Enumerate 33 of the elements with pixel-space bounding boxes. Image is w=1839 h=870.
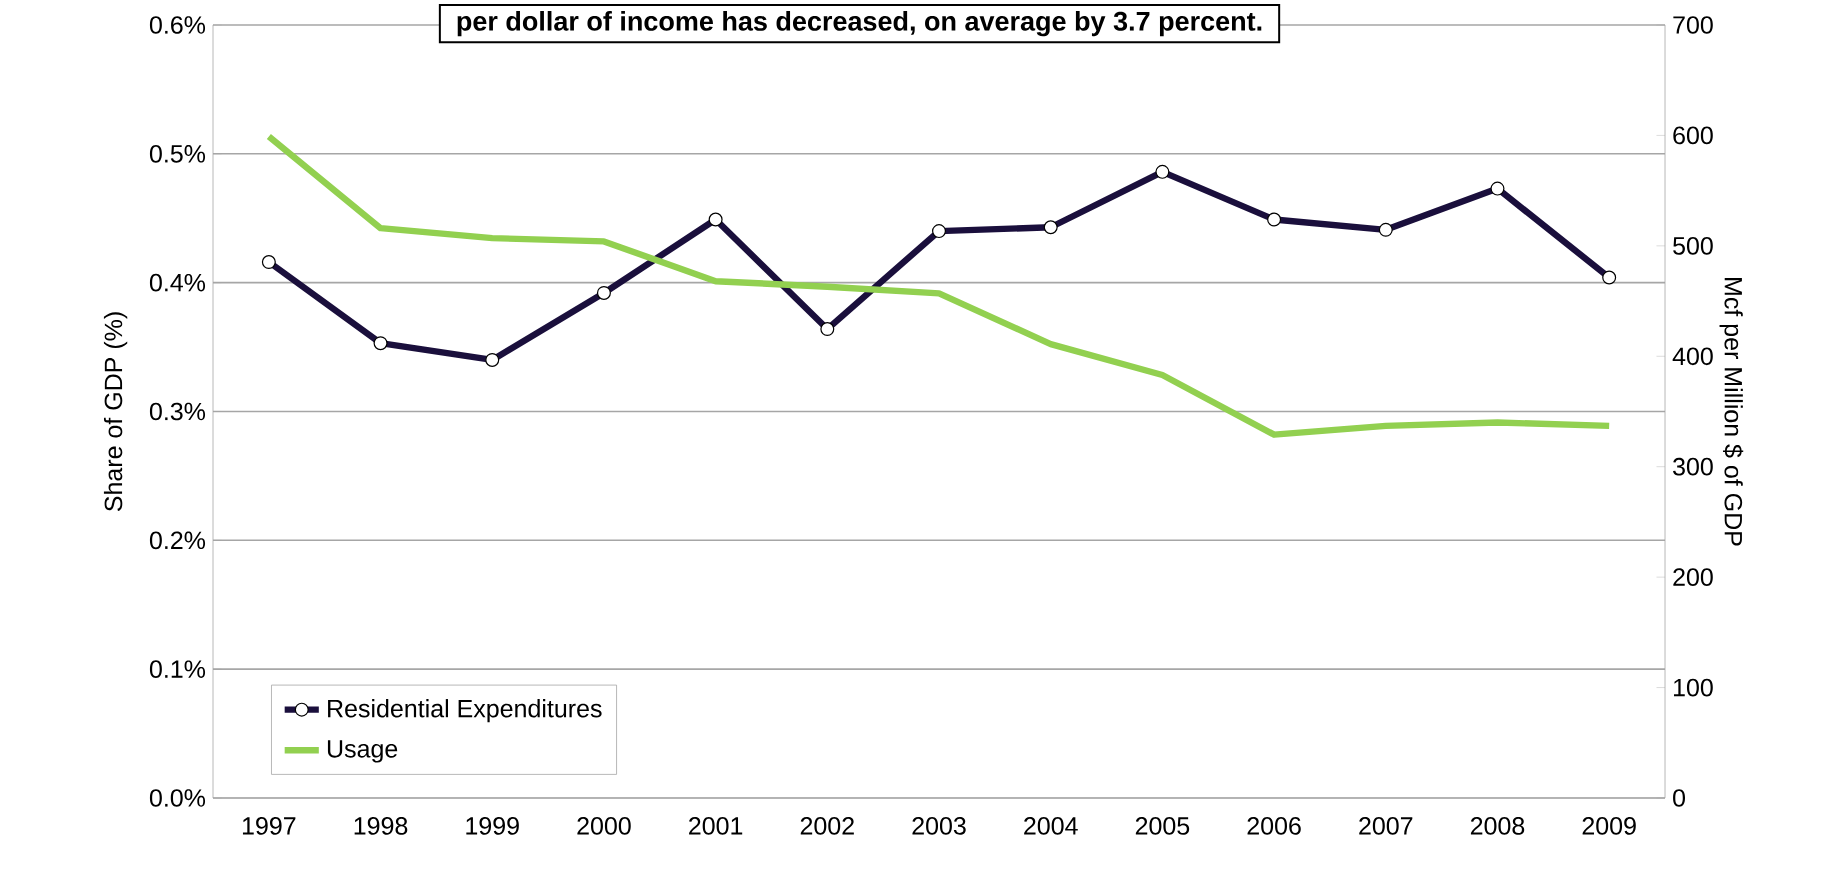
y-tick-label: 0.0% [149,789,206,807]
y2-tick-label: 500 [1673,237,1713,255]
y2-tick-label: 200 [1673,568,1713,586]
x-tick-label: 2007 [1359,817,1413,835]
x-tick-label: 1997 [242,817,296,835]
x-tick-label: 1998 [354,817,408,835]
y-tick-label: 0.4% [149,273,206,292]
y-tick-label: 0.2% [149,531,206,550]
y-tick-label: 0.3% [149,402,206,421]
y2-tick-label: 300 [1673,457,1713,476]
y2-tick-label: 600 [1673,126,1713,145]
x-tick-label: 2004 [1024,817,1078,835]
y-axis-title: Share of GDP (%) [103,312,128,512]
y2-axis-title: Mcf per Million $ of GDP [1719,278,1744,546]
y-tick-label: 0.1% [149,660,206,679]
x-tick-label: 2001 [689,817,743,835]
x-tick-label: 2002 [800,817,854,835]
x-tick-label: 2000 [577,817,631,835]
y2-tick-label: 400 [1672,347,1713,366]
x-tick-label: 1999 [466,817,519,835]
x-tick-label: 2008 [1470,817,1525,835]
y2-tick-label: 0 [1673,789,1686,807]
y-tick-label: 0.5% [149,144,206,163]
y2-tick-label: 100 [1674,678,1713,697]
x-tick-label: 2003 [912,817,966,835]
annotation: per dollar of income has decreased, on average by 3.7 percent. [457,10,1262,37]
legend-label: Residential Expenditures [328,699,602,723]
x-tick-label: 2006 [1247,817,1301,835]
legend-label: Usage [327,740,398,763]
y2-tick-label: 700 [1673,16,1713,34]
x-tick-label: 2009 [1582,817,1636,835]
x-tick-label: 2005 [1135,817,1190,835]
y-tick-label: 0.6% [149,16,206,34]
